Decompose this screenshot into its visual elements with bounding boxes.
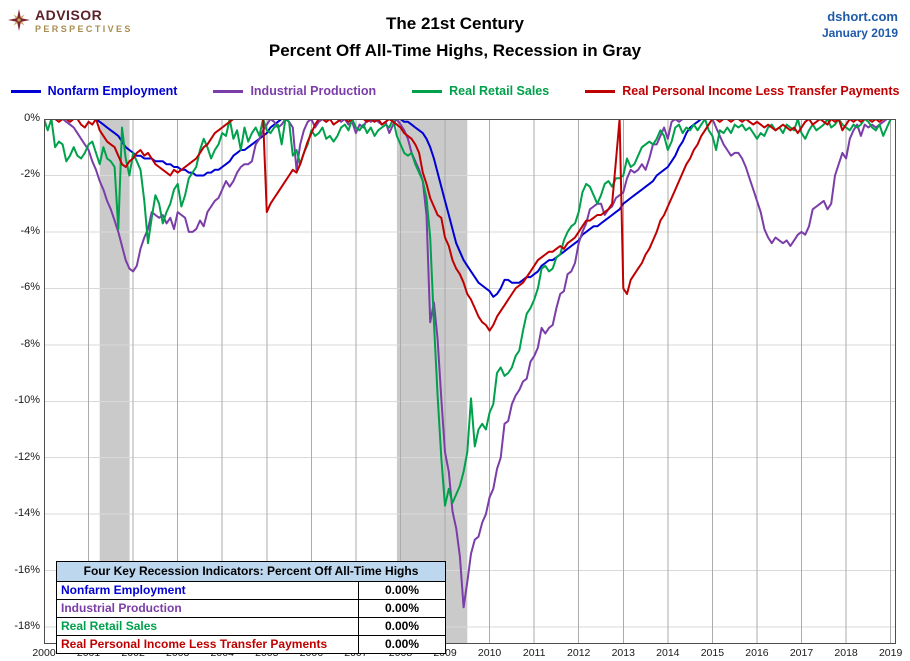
series-line-industrial-production bbox=[44, 119, 892, 609]
logo-perspectives-text: PERSPECTIVES bbox=[35, 24, 133, 34]
y-tick-label: -14% bbox=[14, 507, 40, 520]
legend-item-industrial-production: Industrial Production bbox=[213, 84, 376, 98]
legend-label: Real Personal Income Less Transfer Payme… bbox=[622, 84, 900, 98]
legend-label: Industrial Production bbox=[250, 84, 377, 98]
legend-swatch bbox=[585, 89, 616, 93]
plot-border bbox=[44, 119, 896, 644]
x-tick-label: 2018 bbox=[834, 647, 858, 659]
legend-label: Real Retail Sales bbox=[449, 84, 550, 98]
indicator-row-real-personal-income-less-transfer-payments: Real Personal Income Less Transfer Payme… bbox=[57, 636, 445, 653]
legend-label: Nonfarm Employment bbox=[47, 84, 178, 98]
logo-text: ADVISOR PERSPECTIVES bbox=[35, 7, 133, 36]
indicator-row-value: 0.00% bbox=[384, 583, 420, 597]
legend-item-real-personal-income-less-transfer-payments: Real Personal Income Less Transfer Payme… bbox=[585, 84, 899, 98]
y-tick-label: -2% bbox=[20, 168, 40, 181]
legend-item-real-retail-sales: Real Retail Sales bbox=[412, 84, 549, 98]
legend: Nonfarm Employment Industrial Production R… bbox=[0, 84, 910, 98]
legend-swatch bbox=[213, 89, 244, 93]
y-tick-label: 0% bbox=[24, 112, 40, 124]
indicator-table-body: Nonfarm Employment 0.00% Industrial Produc… bbox=[57, 582, 445, 653]
x-tick-label: 2012 bbox=[567, 647, 591, 659]
recession-band bbox=[99, 119, 130, 644]
y-tick-label: -4% bbox=[20, 224, 40, 237]
series-line-real-retail-sales bbox=[44, 119, 892, 507]
y-tick-label: -6% bbox=[20, 281, 40, 294]
y-tick-label: -8% bbox=[20, 337, 40, 350]
x-tick-label: 2017 bbox=[789, 647, 814, 659]
indicator-row-label: Industrial Production bbox=[57, 600, 359, 617]
indicator-row-real-retail-sales: Real Retail Sales 0.00% bbox=[57, 618, 445, 636]
plot-area bbox=[44, 119, 896, 644]
legend-item-nonfarm-employment: Nonfarm Employment bbox=[10, 84, 178, 98]
indicator-row-label: Real Retail Sales bbox=[57, 618, 359, 635]
indicator-row-nonfarm-employment: Nonfarm Employment 0.00% bbox=[57, 582, 445, 600]
indicator-row-value: 0.00% bbox=[384, 619, 420, 633]
x-tick-label: 2015 bbox=[700, 647, 725, 659]
recession-band bbox=[396, 119, 468, 644]
legend-swatch bbox=[10, 89, 41, 93]
x-tick-label: 2013 bbox=[611, 647, 635, 659]
chart-title-line1: The 21st Century bbox=[386, 14, 524, 33]
indicator-table: Four Key Recession Indicators: Percent O… bbox=[56, 561, 446, 654]
x-tick-label: 2010 bbox=[477, 647, 502, 659]
indicator-row-industrial-production: Industrial Production 0.00% bbox=[57, 600, 445, 618]
series-line-nonfarm-employment bbox=[44, 119, 892, 298]
source-date: January 2019 bbox=[821, 26, 898, 40]
indicator-row-label: Nonfarm Employment bbox=[57, 582, 359, 599]
source-site: dshort.com bbox=[827, 9, 898, 24]
y-tick-label: -12% bbox=[14, 450, 40, 463]
x-tick-label: 2014 bbox=[656, 647, 680, 659]
chart-title-line2: Percent Off All-Time Highs, Recession in… bbox=[268, 41, 642, 60]
indicator-table-title: Four Key Recession Indicators: Percent O… bbox=[57, 562, 445, 582]
logo-advisor-text: ADVISOR bbox=[35, 7, 103, 23]
indicator-row-value: 0.00% bbox=[384, 637, 420, 651]
x-tick-label: 2016 bbox=[745, 647, 769, 659]
advisor-perspectives-logo: ADVISOR PERSPECTIVES bbox=[8, 7, 133, 36]
chart-title: The 21st Century Percent Off All-Time Hi… bbox=[120, 10, 790, 64]
compass-icon bbox=[8, 9, 30, 36]
x-tick-label: 2019 bbox=[878, 647, 903, 659]
legend-swatch bbox=[412, 89, 443, 93]
series-line-real-personal-income-less-transfer-payments bbox=[44, 119, 892, 332]
y-tick-label: -18% bbox=[14, 620, 40, 633]
indicator-row-value: 0.00% bbox=[384, 601, 420, 615]
source-block: dshort.com January 2019 bbox=[822, 8, 898, 42]
x-tick-label: 2011 bbox=[522, 647, 546, 659]
y-tick-label: -16% bbox=[14, 563, 40, 576]
indicator-row-label: Real Personal Income Less Transfer Payme… bbox=[57, 636, 359, 653]
y-tick-label: -10% bbox=[14, 394, 40, 407]
